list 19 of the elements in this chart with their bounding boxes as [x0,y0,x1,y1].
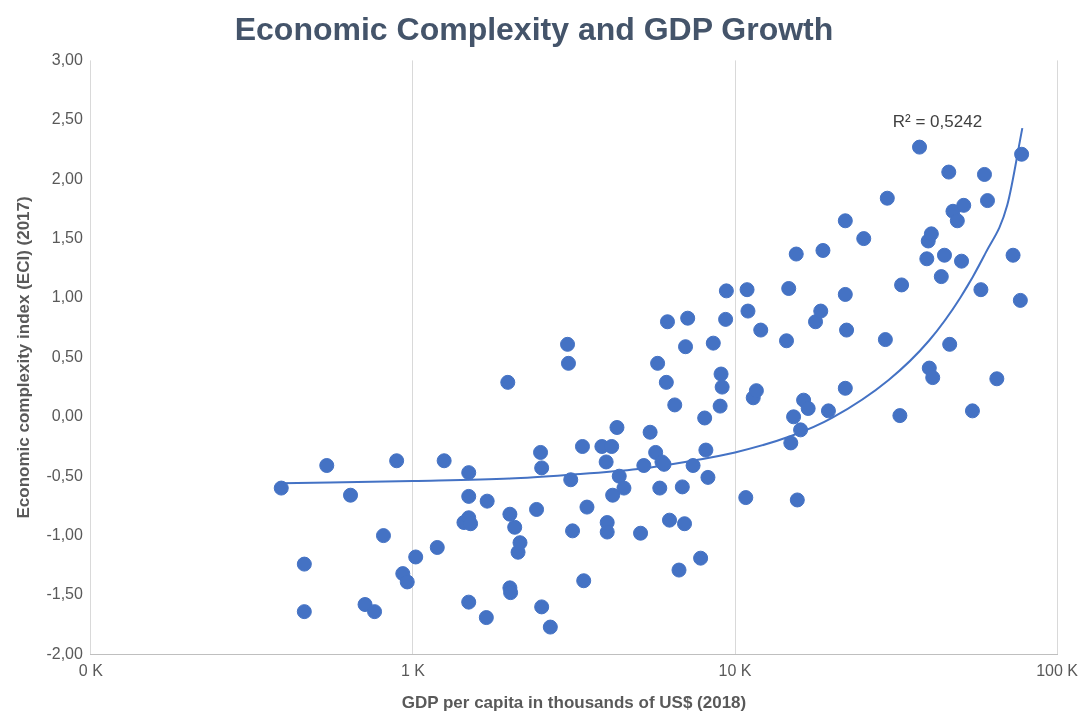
y-tick-label: 1,00 [51,288,83,306]
y-tick-label: -2,00 [46,644,83,662]
x-axis-title: GDP per capita in thousands of US$ (2018) [401,693,747,713]
x-tick-label: 1 K [400,662,426,680]
x-tick-label: 0 K [78,662,104,680]
y-axis-title: Economic complexity index (ECI) (2017) [13,196,33,519]
y-tick-label: 2,00 [51,169,83,187]
y-tick-label: 3,00 [51,50,83,68]
x-tick-label: 100 K [1036,662,1079,680]
annotation: R² = 0,5242 [892,112,983,132]
y-tick-label: -1,50 [46,585,83,603]
y-tick-label: 0,00 [51,407,83,425]
y-tick-label: -1,00 [46,526,83,544]
y-tick-label: -0,50 [46,466,83,484]
y-tick-label: 2,50 [51,110,83,128]
y-tick-label: 0,50 [51,347,83,365]
x-tick-label: 10 K [718,662,752,680]
y-tick-label: 1,50 [51,229,83,247]
chart-title: Economic Complexity and GDP Growth [234,11,834,48]
